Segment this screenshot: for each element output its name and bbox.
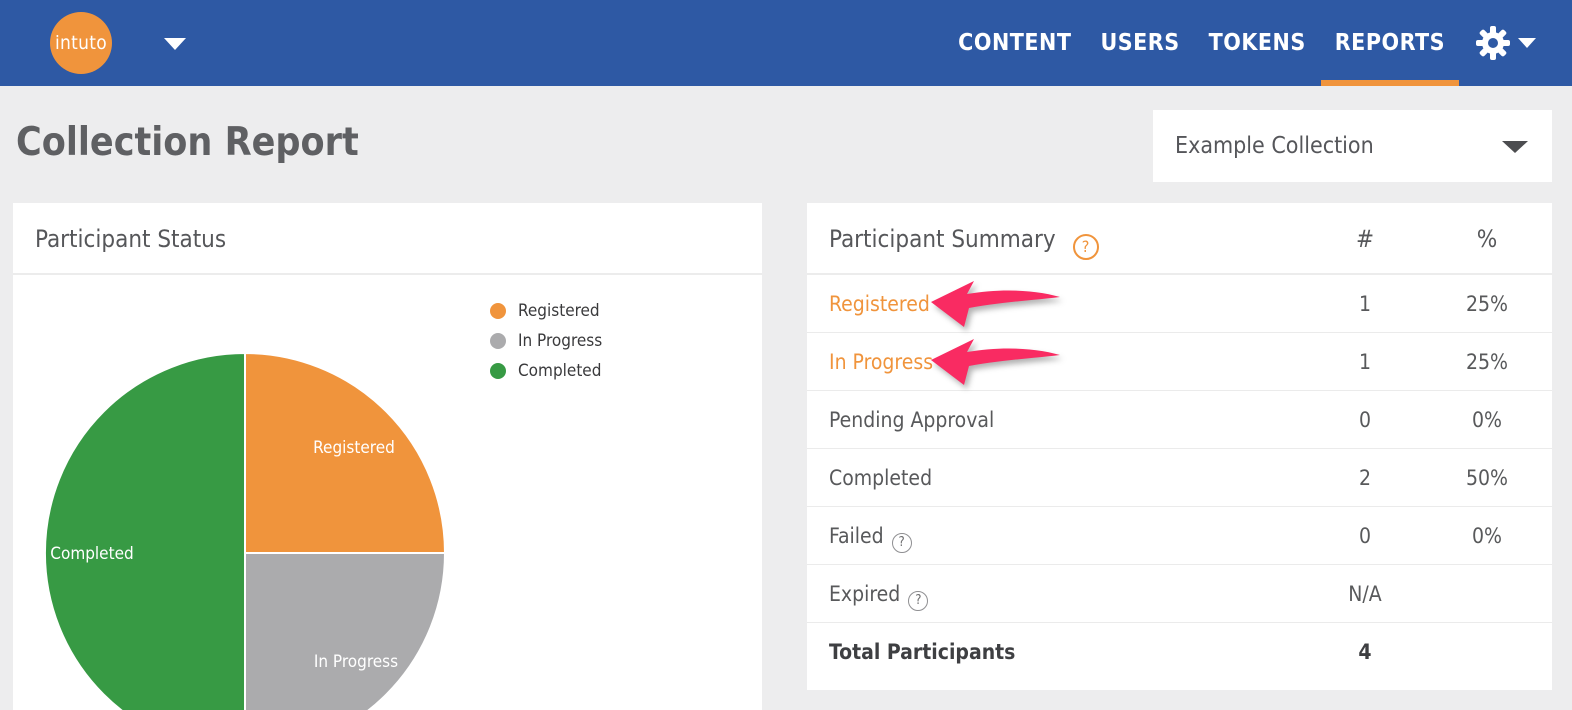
chevron-down-icon xyxy=(1502,141,1528,153)
legend-dot-in-progress xyxy=(490,333,506,349)
table-row-expired: Expired? N/A xyxy=(807,565,1552,623)
legend-item-in-progress: In Progress xyxy=(490,330,602,352)
pie-slice-label-in-progress: In Progress xyxy=(314,652,398,672)
column-header-count: # xyxy=(1355,225,1375,253)
percent-cell: 25% xyxy=(1466,292,1508,316)
table-row-total-participants: Total Participants 4 xyxy=(807,623,1552,681)
column-header-percent: % xyxy=(1476,225,1498,253)
legend-item-registered: Registered xyxy=(490,300,602,322)
pie-slice-in-progress xyxy=(244,552,447,710)
percent-cell: 25% xyxy=(1466,350,1508,374)
gear-icon[interactable] xyxy=(1474,24,1512,62)
legend-dot-registered xyxy=(490,303,506,319)
participant-summary-header: Participant Summary ? # % xyxy=(807,203,1552,275)
nav-item-users[interactable]: USERS xyxy=(1100,30,1180,56)
row-label: Failed? xyxy=(829,507,912,565)
participant-status-pie-chart: Registered In Progress Completed xyxy=(44,351,447,710)
percent-cell: 0% xyxy=(1472,408,1502,432)
participant-status-title: Participant Status xyxy=(13,203,762,275)
nav-item-tokens[interactable]: TOKENS xyxy=(1208,30,1306,56)
count-cell: 0 xyxy=(1358,524,1372,548)
row-label-text: Failed xyxy=(829,524,884,548)
collection-dropdown[interactable]: Example Collection xyxy=(1153,110,1552,182)
pie-slice-completed xyxy=(44,351,246,710)
participant-status-card: Participant Status Registered In Progres… xyxy=(13,203,762,710)
count-cell: 0 xyxy=(1358,408,1372,432)
pie-slice-registered xyxy=(244,351,447,554)
top-navbar: intuto CONTENT USERS TOKENS REPORTS xyxy=(0,0,1572,86)
help-icon[interactable]: ? xyxy=(1072,234,1099,260)
legend-item-completed: Completed xyxy=(490,360,602,382)
page-title: Collection Report xyxy=(16,120,359,165)
legend-dot-completed xyxy=(490,363,506,379)
table-row-failed: Failed? 0 0% xyxy=(807,507,1552,565)
table-row-completed: Completed 2 50% xyxy=(807,449,1552,507)
nav-item-reports[interactable]: REPORTS xyxy=(1320,0,1460,86)
logo-dropdown-caret-icon[interactable] xyxy=(164,38,186,50)
legend-label: Completed xyxy=(518,361,602,381)
count-cell: N/A xyxy=(1348,582,1382,606)
help-icon[interactable]: ? xyxy=(908,590,929,611)
in-progress-link[interactable]: In Progress xyxy=(829,350,934,374)
count-cell: 1 xyxy=(1358,350,1372,374)
row-label: Completed xyxy=(829,466,933,490)
count-cell: 1 xyxy=(1358,292,1372,316)
intuto-logo[interactable]: intuto xyxy=(50,12,112,74)
table-row-pending-approval: Pending Approval 0 0% xyxy=(807,391,1552,449)
pie-slice-label-registered: Registered xyxy=(313,438,395,458)
participant-summary-title: Participant Summary xyxy=(829,225,1056,253)
logo-text: intuto xyxy=(54,32,108,54)
help-icon[interactable]: ? xyxy=(891,532,912,553)
nav-item-content[interactable]: CONTENT xyxy=(958,30,1072,56)
count-cell: 2 xyxy=(1358,466,1372,490)
participant-summary-card: Participant Summary ? # % Registered 1 2… xyxy=(807,203,1552,690)
row-label: Pending Approval xyxy=(829,408,995,432)
percent-cell: 50% xyxy=(1466,466,1508,490)
registered-link[interactable]: Registered xyxy=(829,292,930,316)
row-label: Total Participants xyxy=(829,640,1016,664)
row-label-text: Expired xyxy=(829,582,901,606)
main-nav: CONTENT USERS TOKENS REPORTS xyxy=(958,0,1536,86)
row-label: Expired? xyxy=(829,565,929,623)
settings-menu[interactable] xyxy=(1474,24,1536,62)
legend-label: Registered xyxy=(518,301,600,321)
pie-slice-label-completed: Completed xyxy=(50,544,133,564)
percent-cell: 0% xyxy=(1472,524,1502,548)
table-row-registered: Registered 1 25% xyxy=(807,275,1552,333)
pie-legend: Registered In Progress Completed xyxy=(490,300,602,390)
count-cell: 4 xyxy=(1358,640,1372,664)
table-row-in-progress: In Progress 1 25% xyxy=(807,333,1552,391)
annotation-arrow-icon xyxy=(931,281,1060,327)
settings-caret-icon[interactable] xyxy=(1518,38,1536,48)
annotation-arrow-icon xyxy=(931,339,1060,385)
collection-dropdown-value: Example Collection xyxy=(1175,133,1374,159)
legend-label: In Progress xyxy=(518,331,603,351)
